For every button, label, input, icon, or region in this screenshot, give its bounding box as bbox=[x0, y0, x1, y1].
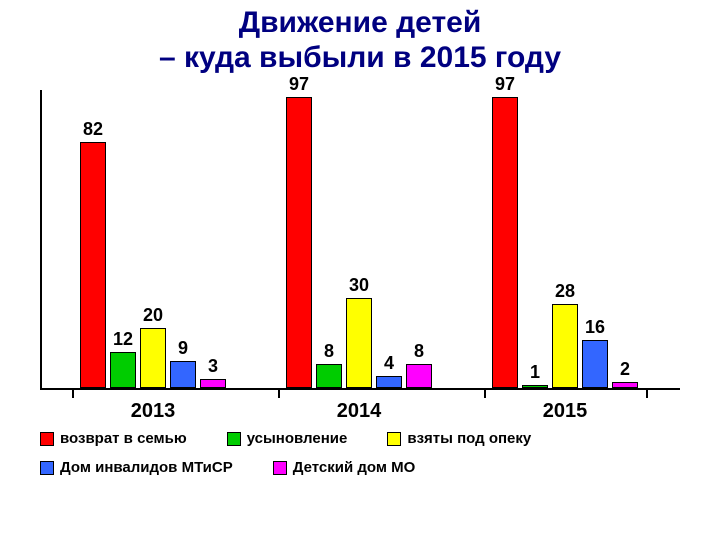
bar bbox=[286, 97, 312, 388]
legend-item: возврат в семью bbox=[40, 430, 187, 447]
bar-value-label: 97 bbox=[289, 74, 309, 95]
bar-value-label: 8 bbox=[414, 341, 424, 362]
title-line-2: – куда выбыли в 2015 году bbox=[0, 41, 720, 76]
legend-label: Детский дом МО bbox=[293, 459, 416, 476]
legend-item: взяты под опеку bbox=[387, 430, 531, 447]
bar bbox=[316, 364, 342, 388]
bar-value-label: 12 bbox=[113, 329, 133, 350]
bar bbox=[376, 376, 402, 388]
chart-legend: возврат в семью усыновление взяты под опек… bbox=[40, 430, 680, 488]
bar bbox=[492, 97, 518, 388]
bar bbox=[612, 382, 638, 388]
legend-swatch bbox=[273, 461, 287, 475]
legend-swatch bbox=[387, 432, 401, 446]
legend-label: Дом инвалидов МТиСР bbox=[60, 459, 233, 476]
bar-value-label: 1 bbox=[530, 362, 540, 383]
bar-value-label: 20 bbox=[143, 305, 163, 326]
bar bbox=[110, 352, 136, 388]
bar-value-label: 30 bbox=[349, 275, 369, 296]
chart-plot-area: 20138212209320149783048201597128162 bbox=[40, 90, 680, 390]
legend-row: возврат в семью усыновление взяты под опек… bbox=[40, 430, 680, 447]
legend-label: взяты под опеку bbox=[407, 430, 531, 447]
x-tick bbox=[278, 390, 280, 398]
x-tick bbox=[484, 390, 486, 398]
bar bbox=[346, 298, 372, 388]
category-label: 2013 bbox=[131, 400, 176, 423]
legend-swatch bbox=[40, 432, 54, 446]
chart-title: Движение детей – куда выбыли в 2015 году bbox=[0, 0, 720, 75]
y-axis bbox=[40, 90, 42, 390]
bar-value-label: 4 bbox=[384, 353, 394, 374]
legend-row: Дом инвалидов МТиСР Детский дом МО bbox=[40, 459, 680, 476]
legend-swatch bbox=[40, 461, 54, 475]
bar bbox=[522, 385, 548, 388]
legend-item: Детский дом МО bbox=[273, 459, 416, 476]
bar-value-label: 16 bbox=[585, 317, 605, 338]
legend-item: Дом инвалидов МТиСР bbox=[40, 459, 233, 476]
bar bbox=[170, 361, 196, 388]
category-label: 2015 bbox=[543, 400, 588, 423]
legend-swatch bbox=[227, 432, 241, 446]
bar bbox=[200, 379, 226, 388]
x-tick bbox=[72, 390, 74, 398]
bar-value-label: 8 bbox=[324, 341, 334, 362]
bar-value-label: 82 bbox=[83, 119, 103, 140]
bar-value-label: 2 bbox=[620, 359, 630, 380]
category-label: 2014 bbox=[337, 400, 382, 423]
bar bbox=[552, 304, 578, 388]
legend-item: усыновление bbox=[227, 430, 348, 447]
legend-label: возврат в семью bbox=[60, 430, 187, 447]
bar-value-label: 3 bbox=[208, 356, 218, 377]
bar-value-label: 9 bbox=[178, 338, 188, 359]
x-axis bbox=[40, 388, 680, 390]
legend-label: усыновление bbox=[247, 430, 348, 447]
bar-value-label: 97 bbox=[495, 74, 515, 95]
bar bbox=[80, 142, 106, 388]
x-tick bbox=[646, 390, 648, 398]
title-line-1: Движение детей bbox=[0, 6, 720, 41]
bar bbox=[406, 364, 432, 388]
bar bbox=[582, 340, 608, 388]
bar bbox=[140, 328, 166, 388]
bar-value-label: 28 bbox=[555, 281, 575, 302]
